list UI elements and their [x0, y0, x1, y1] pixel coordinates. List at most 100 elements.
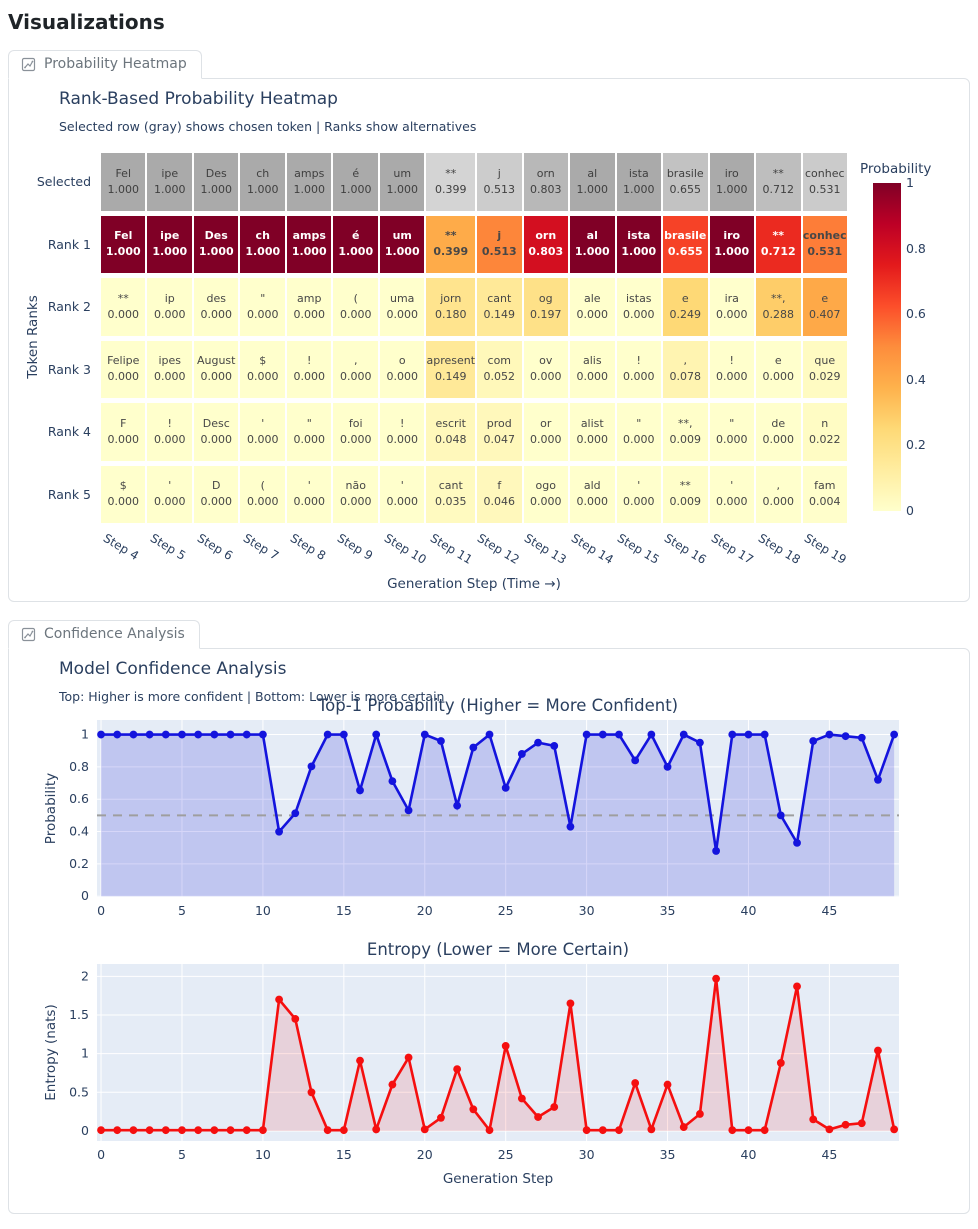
colorbar-title: Probability	[860, 161, 932, 177]
heatmap-cell-prob: 0.000	[293, 370, 325, 384]
data-point	[793, 838, 801, 847]
heatmap-cell-prob: 1.000	[246, 182, 279, 196]
heatmap-cell-token: ista	[628, 166, 649, 180]
chart-icon	[21, 57, 36, 71]
data-point	[647, 730, 656, 739]
x-tick-label: 30	[579, 903, 595, 918]
heatmap-cell-prob: 1.000	[386, 182, 418, 196]
colorbar-tick-label: 0.4	[906, 371, 926, 387]
heatmap-cell-prob: 0.000	[386, 307, 418, 321]
heatmap-cell-prob: 0.000	[623, 370, 655, 384]
heatmap-cell: Fel 1.000	[101, 215, 146, 273]
data-point	[485, 1126, 494, 1135]
heatmap-cell-token: '	[730, 479, 734, 493]
data-point	[485, 730, 494, 739]
data-point	[696, 738, 704, 747]
tab-probability-heatmap[interactable]: Probability Heatmap	[8, 50, 202, 79]
heatmap-cell: ' 0.000	[709, 465, 754, 523]
heatmap-cell: é 1.000	[333, 153, 378, 211]
heatmap-cell: ipe 1.000	[147, 215, 192, 273]
heatmap-cell: ipes 0.000	[147, 340, 192, 398]
heatmap-cell: al 1.000	[570, 153, 615, 211]
heatmap-cell-token: ,	[683, 354, 688, 368]
chart-icon	[21, 627, 36, 641]
data-point	[890, 730, 899, 739]
y-tick-label: 0.8	[69, 759, 89, 774]
data-point	[178, 1126, 186, 1135]
x-tick-label: 45	[821, 1147, 837, 1162]
area-fill	[101, 978, 895, 1131]
heatmap-cell-prob: 0.000	[107, 370, 139, 384]
heatmap-cell-token: "	[729, 416, 735, 430]
heatmap-cell-prob: 0.000	[246, 495, 279, 509]
heatmap-cell-token: iro	[723, 229, 741, 243]
heatmap-cell-prob: 0.000	[623, 495, 655, 509]
heatmap-cell: orn 0.803	[523, 153, 569, 211]
heatmap-cell-prob: 0.513	[483, 182, 516, 196]
data-point	[420, 730, 429, 739]
heatmap-cell-prob: 0.047	[483, 432, 516, 446]
data-point	[372, 1125, 381, 1134]
heatmap-cell-prob: 0.000	[762, 370, 795, 384]
heatmap-cell: amps 1.000	[286, 215, 332, 273]
heatmap-cell-prob: 0.149	[483, 307, 516, 321]
x-tick-label: 10	[255, 903, 271, 918]
heatmap-cell-token: prod	[486, 416, 512, 430]
data-point	[404, 806, 413, 815]
heatmap-cell-prob: 0.655	[669, 182, 702, 196]
heatmap-cell-token: fam	[814, 479, 836, 493]
heatmap-cell-prob: 0.000	[530, 432, 562, 446]
heatmap-cell-prob: 0.000	[762, 495, 795, 509]
tab-confidence-analysis[interactable]: Confidence Analysis	[8, 620, 200, 649]
data-point	[129, 1126, 138, 1135]
heatmap-cell: or 0.000	[523, 403, 569, 461]
heatmap-cell-token: com	[487, 354, 512, 368]
data-point	[679, 1123, 688, 1131]
data-point	[550, 1103, 559, 1111]
heatmap-cell-prob: 0.000	[386, 495, 418, 509]
heatmap-cell-prob: 1.000	[384, 245, 420, 259]
heatmap-cell-prob: 0.000	[386, 432, 418, 446]
heatmap-cell-token: uma	[390, 291, 415, 305]
data-point	[776, 811, 785, 820]
heatmap-x-tick-label: Step 14	[568, 531, 616, 567]
heatmap-cell: ov 0.000	[523, 340, 569, 398]
data-point	[226, 1126, 235, 1135]
data-point	[615, 1126, 623, 1135]
heatmap-cell-token: que	[814, 354, 836, 368]
data-point	[242, 1126, 251, 1135]
data-point	[663, 1080, 672, 1089]
data-point	[97, 1126, 105, 1135]
heatmap-x-tick-label: Step 10	[381, 531, 429, 567]
heatmap-cell: **, 0.288	[756, 278, 801, 336]
heatmap-cell: alis 0.000	[570, 340, 615, 398]
confidence-section: Confidence Analysis Model Confidence Ana…	[8, 620, 970, 1214]
data-point	[437, 737, 445, 745]
heatmap-cell: alist 0.000	[570, 403, 615, 461]
heatmap-cell-prob: 0.000	[339, 432, 372, 446]
top1-probability-chart[interactable]: Top-1 Probability (Higher = More Confide…	[9, 693, 949, 925]
x-tick-label: 20	[417, 903, 433, 918]
plot-background	[97, 720, 899, 897]
heatmap-cell-prob: 0.022	[809, 432, 841, 446]
heatmap-cell-prob: 0.399	[433, 245, 469, 259]
y-tick-label: 1	[81, 1046, 89, 1061]
heatmap-cell: Desc 0.000	[193, 403, 239, 461]
colorbar-tick-label: 0	[906, 503, 914, 518]
heatmap-cell-prob: 0.000	[153, 370, 186, 384]
heatmap-cell-token: $	[119, 479, 127, 493]
heatmap-cell: ogo 0.000	[523, 465, 569, 523]
heatmap-cell: ira 0.000	[709, 278, 754, 336]
data-point	[647, 1125, 656, 1134]
heatmap-cell: foi 0.000	[333, 403, 378, 461]
heatmap-cell-prob: 0.000	[246, 307, 279, 321]
heatmap-cell-prob: 0.000	[339, 495, 372, 509]
heatmap-cell-token: é	[351, 229, 360, 243]
colorbar-tick-label: 0.2	[906, 437, 926, 453]
heatmap-cell-token: ,	[776, 479, 781, 493]
heatmap-cell-prob: 0.000	[339, 307, 372, 321]
heatmap-plot-area[interactable]: Fel 1.000 ipe 1.000 Des 1.000 ch 1.000 amps 1.000…	[101, 153, 847, 523]
heatmap-cell: Des 1.000	[193, 215, 239, 273]
entropy-chart[interactable]: Entropy (Lower = More Certain)0 5 10 15 20 25…	[9, 938, 949, 1194]
heatmap-cell-prob: 0.000	[153, 307, 186, 321]
